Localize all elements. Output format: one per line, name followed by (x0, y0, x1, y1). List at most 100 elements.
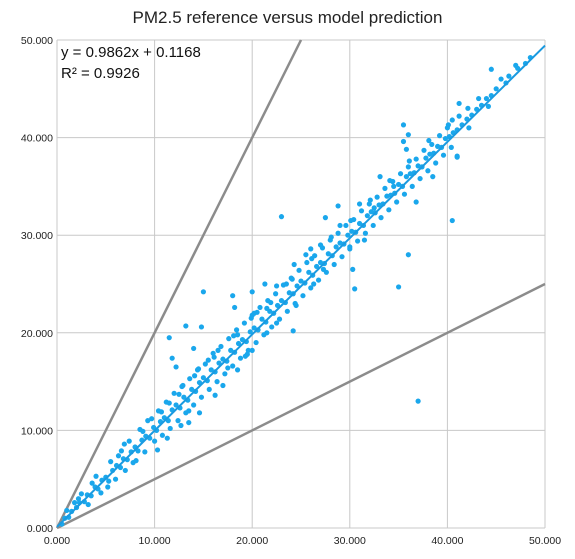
data-point (423, 155, 429, 161)
data-point (251, 310, 257, 316)
data-point (328, 234, 334, 240)
data-point (391, 183, 397, 189)
data-point (78, 491, 84, 497)
data-point (396, 284, 402, 290)
data-point (403, 174, 410, 180)
data-point (425, 168, 431, 174)
data-point (311, 281, 317, 287)
x-tick-label: 20.000 (236, 535, 268, 547)
data-point (361, 237, 368, 243)
data-point (364, 213, 370, 219)
data-point (215, 347, 221, 353)
data-point (191, 345, 197, 352)
data-point (89, 480, 95, 486)
data-point (337, 222, 343, 229)
data-point (259, 316, 265, 322)
data-point (401, 191, 408, 197)
y-tick-label: 10.000 (21, 425, 53, 437)
data-point (298, 278, 304, 284)
data-point (206, 386, 212, 393)
data-point (376, 202, 382, 208)
data-point (493, 86, 499, 92)
y-tick-label: 20.000 (21, 328, 53, 340)
data-point (367, 197, 373, 203)
data-point (433, 160, 439, 166)
data-point (171, 390, 177, 396)
data-point (93, 473, 99, 479)
data-point (198, 324, 205, 330)
data-point (335, 203, 341, 209)
data-point (405, 164, 411, 170)
data-point (417, 175, 423, 182)
data-point (164, 435, 170, 441)
data-point (466, 125, 472, 131)
data-point (149, 416, 155, 422)
data-point (274, 320, 280, 326)
data-point (325, 251, 331, 257)
data-point (220, 356, 226, 362)
data-point (253, 339, 259, 346)
data-point (228, 347, 234, 353)
data-point (202, 361, 208, 367)
data-point (251, 325, 257, 331)
y-tick-label: 0.000 (27, 523, 53, 535)
data-point (212, 392, 218, 398)
y-axis-ticks: 0.000 10.000 20.000 30.000 40.000 50.000 (21, 35, 53, 535)
data-point (415, 398, 421, 404)
data-point (366, 201, 372, 207)
data-point (362, 230, 369, 236)
data-point (371, 205, 377, 211)
y-tick-label: 50.000 (21, 35, 53, 47)
data-point (333, 244, 339, 250)
data-point (429, 141, 435, 148)
data-point (382, 185, 388, 191)
data-point (403, 146, 410, 152)
data-point (445, 122, 451, 128)
data-point (192, 373, 198, 379)
data-point (454, 154, 460, 160)
data-point (222, 371, 228, 377)
data-point (180, 382, 186, 389)
data-point (352, 286, 358, 292)
data-point (317, 259, 324, 266)
data-point (140, 428, 146, 434)
data-point (268, 299, 274, 306)
data-point (442, 135, 449, 142)
y-tick-label: 40.000 (21, 133, 53, 145)
data-point (276, 316, 283, 322)
data-point (218, 343, 224, 350)
data-point (290, 328, 296, 334)
data-point (230, 293, 236, 299)
data-point (430, 174, 436, 180)
data-point (249, 347, 255, 353)
data-point (303, 252, 309, 258)
data-point (317, 242, 324, 248)
data-point (175, 418, 181, 424)
x-tick-label: 10.000 (139, 535, 171, 547)
data-point (115, 453, 122, 459)
data-point (397, 171, 404, 177)
data-point (405, 252, 411, 258)
data-point (158, 409, 165, 415)
data-point (85, 501, 91, 508)
data-point (387, 177, 393, 184)
data-point (483, 95, 490, 102)
data-point (515, 65, 521, 71)
data-point (230, 363, 236, 369)
data-point (239, 337, 246, 343)
data-point (264, 305, 270, 311)
data-point (166, 400, 172, 406)
data-point (130, 460, 136, 466)
data-point (405, 132, 411, 138)
data-point (286, 290, 292, 296)
data-point (216, 360, 222, 366)
data-point (154, 447, 161, 453)
data-point (409, 183, 415, 189)
data-point (198, 394, 205, 400)
data-point (498, 76, 504, 82)
data-point (152, 438, 158, 444)
data-point (235, 340, 242, 347)
data-point (126, 438, 132, 444)
data-point (211, 354, 217, 360)
